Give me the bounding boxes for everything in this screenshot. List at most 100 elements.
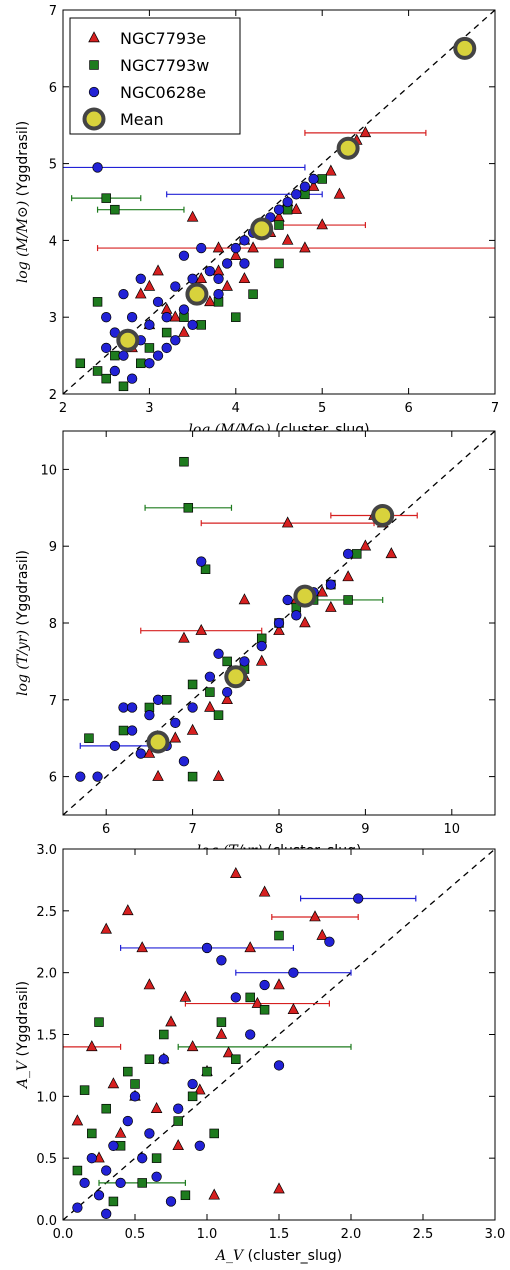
data-point-square bbox=[187, 1091, 198, 1102]
data-point-triangle bbox=[107, 1077, 120, 1089]
data-point-triangle bbox=[186, 210, 199, 222]
data-point-circle bbox=[213, 273, 224, 284]
data-point-triangle bbox=[71, 1114, 84, 1126]
data-point-square bbox=[84, 733, 94, 743]
x-tick-label: 1.5 bbox=[269, 1227, 290, 1242]
data-point-triangle bbox=[238, 593, 251, 605]
y-tick-label: 7 bbox=[49, 694, 57, 709]
data-point-triangle bbox=[100, 922, 112, 934]
legend-marker-circle bbox=[88, 86, 100, 98]
data-point-square bbox=[161, 327, 172, 338]
data-point-triangle bbox=[221, 693, 233, 705]
data-point-circle bbox=[126, 373, 138, 384]
x-tick-label: 5 bbox=[318, 401, 326, 416]
data-point-triangle bbox=[342, 570, 354, 582]
x-axis-label-text: (cluster_slug) bbox=[248, 1248, 342, 1264]
data-point-triangle bbox=[230, 867, 242, 878]
data-point-circle bbox=[126, 725, 138, 736]
data-point-circle bbox=[291, 610, 302, 621]
data-point-square bbox=[118, 381, 129, 392]
data-point-square bbox=[187, 771, 198, 782]
data-point-square bbox=[317, 174, 327, 184]
data-point-square bbox=[216, 1017, 227, 1027]
data-point-square bbox=[137, 1178, 147, 1188]
data-point-circle bbox=[299, 181, 311, 192]
data-point-triangle bbox=[385, 547, 398, 559]
data-point-triangle bbox=[281, 516, 294, 528]
data-point-circle bbox=[101, 312, 112, 323]
data-point-circle bbox=[204, 265, 216, 277]
mean-point bbox=[293, 584, 317, 608]
data-point-square bbox=[274, 220, 284, 230]
data-point-circle bbox=[201, 942, 213, 954]
one-to-one-line bbox=[63, 10, 495, 394]
data-point-triangle bbox=[359, 126, 372, 138]
y-axis-label-text: (Yggdrasil) bbox=[15, 550, 31, 626]
x-tick-label: 0.0 bbox=[53, 1227, 74, 1242]
data-point-triangle bbox=[299, 241, 311, 253]
data-point-circle bbox=[196, 556, 207, 567]
x-tick-label: 6 bbox=[404, 401, 412, 416]
data-point-triangle bbox=[152, 264, 164, 276]
data-point-circle bbox=[282, 594, 293, 606]
data-point-square bbox=[136, 358, 146, 369]
y-tick-label: 1.5 bbox=[36, 1029, 57, 1044]
data-point-triangle bbox=[143, 279, 156, 291]
data-point-circle bbox=[291, 189, 302, 200]
data-point-square bbox=[118, 725, 129, 736]
x-tick-label: 0.5 bbox=[125, 1227, 146, 1242]
data-point-square bbox=[110, 350, 120, 361]
data-point-circle bbox=[86, 1153, 97, 1164]
data-point-triangle bbox=[247, 241, 259, 253]
y-tick-label: 6 bbox=[49, 771, 57, 786]
legend-label: NGC0628e bbox=[120, 83, 206, 102]
x-tick-label: 10 bbox=[444, 822, 461, 837]
data-point-circle bbox=[342, 548, 354, 560]
data-point-triangle bbox=[273, 978, 285, 990]
data-point-triangle bbox=[281, 233, 294, 245]
data-point-square bbox=[222, 656, 232, 667]
x-tick-label: 2.5 bbox=[413, 1227, 434, 1242]
data-point-triangle bbox=[143, 978, 156, 990]
data-point-square bbox=[259, 1005, 270, 1015]
data-point-triangle bbox=[238, 272, 251, 284]
y-tick-label: 2 bbox=[49, 388, 57, 403]
y-tick-label: 5 bbox=[49, 158, 57, 173]
data-point-square bbox=[202, 1066, 212, 1077]
data-point-triangle bbox=[299, 616, 311, 628]
data-point-square bbox=[173, 1116, 183, 1126]
y-tick-label: 10 bbox=[40, 463, 57, 478]
data-point-triangle bbox=[152, 769, 164, 781]
data-point-circle bbox=[222, 258, 233, 269]
data-point-triangle bbox=[169, 310, 182, 322]
data-point-circle bbox=[92, 771, 103, 782]
data-point-triangle bbox=[222, 1046, 235, 1058]
data-point-square bbox=[75, 358, 86, 369]
x-tick-label: 7 bbox=[188, 822, 196, 837]
data-point-circle bbox=[239, 656, 250, 667]
data-point-circle bbox=[135, 273, 146, 284]
data-point-triangle bbox=[307, 179, 320, 191]
one-to-one-line bbox=[63, 849, 495, 1220]
data-point-circle bbox=[194, 1140, 205, 1151]
data-point-circle bbox=[173, 1103, 184, 1114]
data-point-square bbox=[231, 312, 241, 322]
data-point-circle bbox=[187, 273, 198, 284]
data-point-circle bbox=[152, 694, 164, 705]
data-point-square bbox=[200, 564, 211, 574]
data-point-square bbox=[352, 549, 362, 559]
y-axis-label-math: log (T/yr) bbox=[15, 626, 31, 696]
y-tick-label: 2.5 bbox=[36, 905, 57, 920]
data-point-triangle bbox=[221, 279, 233, 291]
data-point-circle bbox=[109, 740, 120, 752]
data-point-circle bbox=[152, 350, 164, 361]
y-axis-label-text: (Yggdrasil) bbox=[15, 121, 31, 197]
data-point-triangle bbox=[215, 1027, 228, 1039]
y-tick-label: 0.0 bbox=[36, 1214, 57, 1229]
y-tick-label: 1.0 bbox=[36, 1090, 57, 1105]
data-point-square bbox=[205, 687, 215, 697]
data-point-triangle bbox=[325, 600, 337, 612]
data-point-triangle bbox=[143, 746, 156, 758]
x-tick-label: 4 bbox=[232, 401, 240, 416]
data-point-square bbox=[274, 258, 284, 269]
